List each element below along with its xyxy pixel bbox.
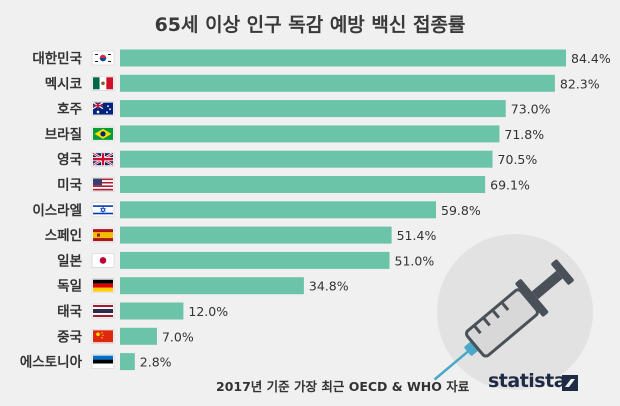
category-label: 영국 xyxy=(57,151,82,168)
spain-flag-icon xyxy=(91,227,115,243)
category-label: 에스토니아 xyxy=(20,354,83,371)
category-label: 이스라엘 xyxy=(32,202,82,219)
thailand-flag-icon xyxy=(91,303,115,319)
bar xyxy=(120,251,390,269)
chart-title: 65세 이상 인구 독감 예방 백신 접종률 xyxy=(154,14,466,36)
value-label: 84.4% xyxy=(571,51,611,66)
value-label: 59.8% xyxy=(441,203,481,218)
bar xyxy=(120,302,184,320)
bar xyxy=(120,277,304,295)
statista-icon xyxy=(562,375,578,391)
category-label: 독일 xyxy=(57,279,82,295)
value-label: 51.4% xyxy=(397,228,437,243)
estonia-flag-icon xyxy=(91,354,115,369)
bar xyxy=(120,49,566,67)
bar xyxy=(120,226,392,244)
category-label: 일본 xyxy=(57,253,82,269)
bar xyxy=(120,125,500,143)
germany-flag-icon xyxy=(91,278,115,294)
value-label: 70.5% xyxy=(498,152,538,167)
bar xyxy=(120,201,437,219)
brand-logo-text: statista xyxy=(488,370,567,392)
value-label: 7.0% xyxy=(162,329,194,344)
korea-flag-icon xyxy=(91,50,115,66)
value-label: 71.8% xyxy=(504,127,544,142)
japan-flag-icon xyxy=(91,253,115,268)
value-label: 73.0% xyxy=(511,102,551,117)
value-label: 2.8% xyxy=(140,355,172,370)
category-label: 브라질 xyxy=(45,127,82,143)
mexico-flag-icon xyxy=(91,76,115,91)
syringe-illustration xyxy=(433,234,593,390)
bar xyxy=(120,150,493,168)
brazil-flag-icon xyxy=(91,126,115,142)
value-label: 12.0% xyxy=(188,304,228,319)
bar xyxy=(120,353,135,371)
bar xyxy=(120,176,486,193)
bar xyxy=(120,100,506,118)
israel-flag-icon xyxy=(91,202,115,218)
category-label: 멕시코 xyxy=(45,75,82,92)
category-label: 중국 xyxy=(57,329,82,345)
category-label: 호주 xyxy=(57,102,82,118)
category-label: 태국 xyxy=(57,304,82,320)
bar xyxy=(120,327,157,345)
bar xyxy=(120,74,555,92)
value-label: 51.0% xyxy=(395,253,435,268)
australia-flag-icon xyxy=(91,101,115,116)
usa-flag-icon xyxy=(91,177,115,192)
uk-flag-icon xyxy=(91,151,115,167)
value-label: 34.8% xyxy=(309,279,349,294)
source-note: 2017년 기준 가장 최근 OECD & WHO 자료 xyxy=(216,379,470,394)
category-label: 미국 xyxy=(57,178,82,194)
category-label: 대한민국 xyxy=(32,50,82,67)
value-label: 69.1% xyxy=(490,178,530,193)
category-label: 스페인 xyxy=(45,227,82,244)
value-label: 82.3% xyxy=(560,76,600,91)
china-flag-icon xyxy=(91,328,115,344)
